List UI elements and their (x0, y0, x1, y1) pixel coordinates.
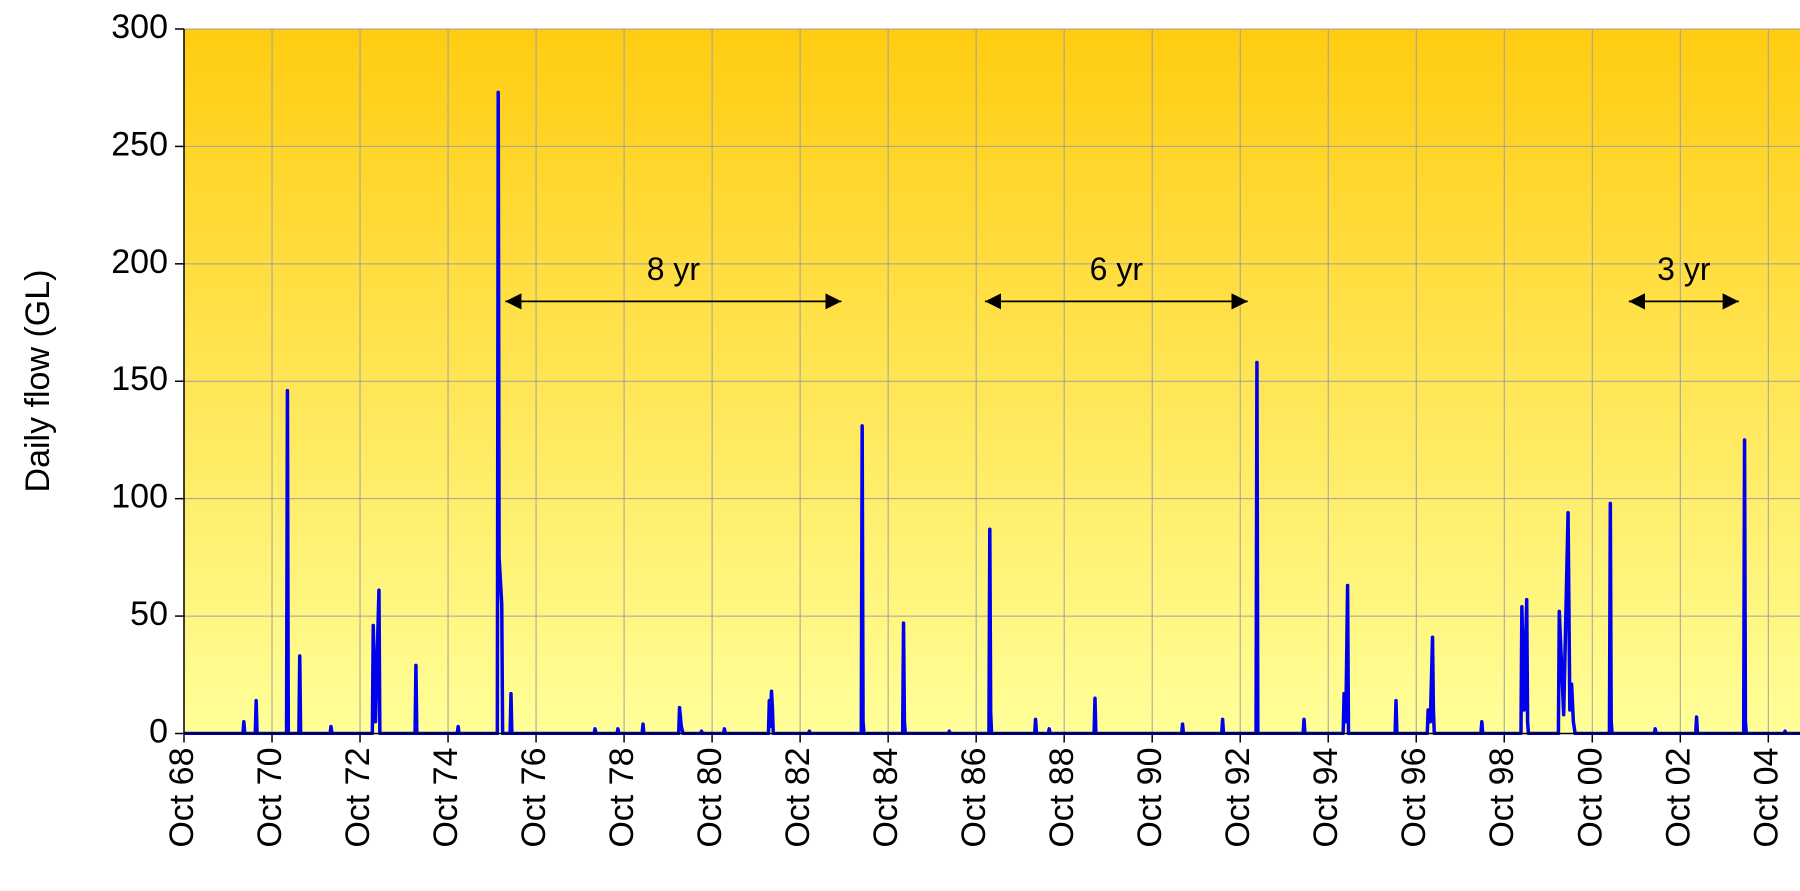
x-tick-label: Oct 68 (163, 748, 201, 848)
y-axis-title: Daily flow (GL) (19, 270, 57, 493)
axes: 0 50 100 150 200 250 300 Oct 68 Oct 70 Oct 72 Oct … (111, 8, 1800, 848)
annotation-label: 8 yr (647, 251, 701, 287)
annotation-label: 6 yr (1090, 251, 1144, 287)
x-tick-label: Oct 94 (1307, 748, 1345, 848)
x-tick-label: Oct 76 (515, 748, 553, 848)
x-tick-label: Oct 86 (955, 748, 993, 848)
x-tick-label: Oct 92 (1219, 748, 1257, 848)
x-tick-label: Oct 84 (867, 748, 905, 848)
y-tick-label: 0 (149, 712, 168, 750)
y-tick-label: 200 (111, 243, 168, 281)
x-tick-label: Oct 78 (603, 748, 641, 848)
y-tick-label: 150 (111, 360, 168, 398)
x-tick-label: Oct 90 (1131, 748, 1169, 848)
x-tick-label: Oct 96 (1395, 748, 1433, 848)
x-tick-label: Oct 02 (1659, 748, 1697, 848)
annotation-label: 3 yr (1657, 251, 1711, 287)
y-tick-label: 300 (111, 8, 168, 46)
x-tick-label: Oct 82 (779, 748, 817, 848)
x-tick-label: Oct 98 (1483, 748, 1521, 848)
y-tick-label: 250 (111, 125, 168, 163)
grid (183, 28, 1800, 734)
x-tick-label: Oct 88 (1043, 748, 1081, 848)
x-tick-label: Oct 74 (427, 748, 465, 848)
x-tick-label: Oct 72 (339, 748, 377, 848)
x-tick-label: Oct 04 (1747, 748, 1785, 848)
y-tick-label: 100 (111, 478, 168, 516)
x-tick-label: Oct 80 (691, 748, 729, 848)
y-tick-label: 50 (130, 595, 168, 633)
x-tick-label: Oct 70 (251, 748, 289, 848)
x-tick-label: Oct 00 (1571, 748, 1609, 848)
